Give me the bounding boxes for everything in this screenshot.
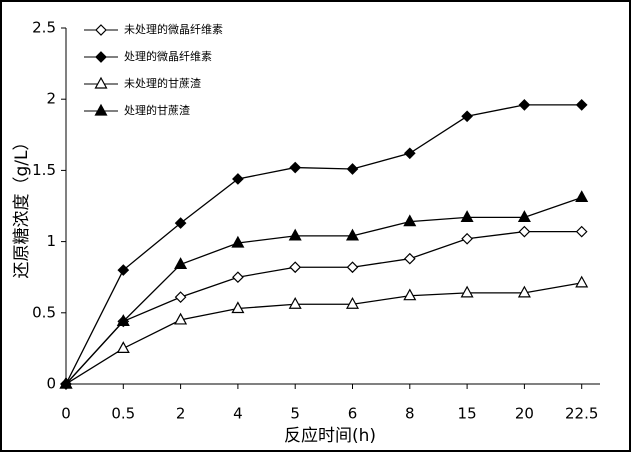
point <box>517 285 531 298</box>
point <box>460 285 474 298</box>
legend-marker <box>94 76 108 89</box>
point <box>403 147 416 160</box>
legend-label: 未处理的甘蔗渣 <box>124 76 201 90</box>
point <box>59 376 73 389</box>
legend-marker <box>95 51 107 63</box>
series-line <box>65 104 582 385</box>
y-tick-label: 0 <box>46 375 56 393</box>
x-tick-label: 20 <box>515 405 534 423</box>
point <box>116 341 130 353</box>
legend-label: 未处理的微晶纤维素 <box>124 22 223 36</box>
point <box>517 210 531 222</box>
legend-label: 处理的甘蔗渣 <box>124 103 190 117</box>
y-axis-label: 还原糖浓度（g/L） <box>12 134 32 279</box>
point <box>346 163 359 175</box>
legend-marker <box>95 24 107 36</box>
point <box>461 110 473 123</box>
x-tick-label: 0 <box>61 405 71 423</box>
point <box>232 173 244 185</box>
point <box>403 252 416 265</box>
point <box>461 232 473 245</box>
point <box>174 257 188 269</box>
point <box>174 312 188 325</box>
point <box>231 235 245 248</box>
x-tick-label: 0.5 <box>111 405 135 423</box>
point <box>289 161 302 174</box>
point <box>575 99 588 111</box>
legend-label: 处理的微晶纤维素 <box>124 49 212 63</box>
x-tick-label: 6 <box>348 405 358 423</box>
x-tick-label: 15 <box>458 405 477 423</box>
point <box>403 288 417 301</box>
point <box>174 291 187 303</box>
series-line <box>65 230 582 385</box>
y-tick-label: 2.5 <box>32 19 56 37</box>
point <box>345 297 360 309</box>
point <box>518 225 531 238</box>
point <box>575 275 589 288</box>
y-tick-label: 0.5 <box>32 303 56 321</box>
point <box>288 297 302 309</box>
point <box>116 314 130 326</box>
y-tick-label: 1 <box>46 232 56 250</box>
x-tick-label: 2 <box>176 405 186 423</box>
y-tick-label: 2 <box>46 90 56 108</box>
point <box>231 301 245 314</box>
point <box>117 264 130 276</box>
series-line <box>65 282 582 385</box>
x-axis-label: 反应时间(h) <box>284 426 376 446</box>
series-line <box>65 196 582 385</box>
point <box>460 210 474 222</box>
point <box>232 271 244 284</box>
x-tick-label: 22.5 <box>565 405 598 423</box>
legend-marker <box>94 103 108 116</box>
point <box>575 190 589 203</box>
x-tick-label: 8 <box>405 405 415 423</box>
point <box>518 99 531 111</box>
y-tick-label: 1.5 <box>32 161 56 179</box>
point <box>289 261 302 274</box>
point <box>346 261 359 274</box>
point <box>288 228 302 241</box>
point <box>403 214 417 227</box>
point <box>174 217 187 229</box>
point <box>575 225 588 238</box>
x-tick-label: 4 <box>233 405 243 423</box>
point <box>345 228 360 241</box>
x-tick-label: 5 <box>290 405 300 423</box>
